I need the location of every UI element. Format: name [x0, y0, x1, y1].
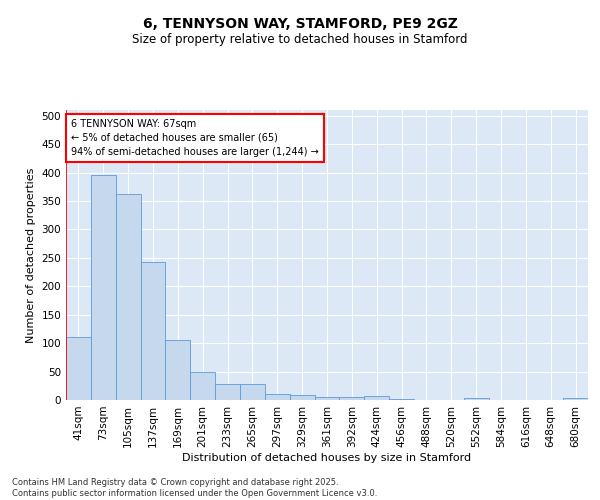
Text: Size of property relative to detached houses in Stamford: Size of property relative to detached ho… [132, 32, 468, 46]
Bar [166, 340, 190, 400]
Bar [91, 176, 116, 400]
Bar [116, 194, 140, 400]
Bar [215, 384, 240, 400]
Bar [464, 398, 488, 400]
Text: Contains HM Land Registry data © Crown copyright and database right 2025.
Contai: Contains HM Land Registry data © Crown c… [12, 478, 377, 498]
Bar [290, 396, 314, 400]
Bar [265, 394, 290, 400]
Text: 6 TENNYSON WAY: 67sqm
← 5% of detached houses are smaller (65)
94% of semi-detac: 6 TENNYSON WAY: 67sqm ← 5% of detached h… [71, 118, 319, 156]
Bar [190, 372, 215, 400]
Bar [340, 396, 364, 400]
Text: 6, TENNYSON WAY, STAMFORD, PE9 2GZ: 6, TENNYSON WAY, STAMFORD, PE9 2GZ [143, 18, 457, 32]
Bar [563, 398, 588, 400]
Bar [364, 396, 389, 400]
Bar [240, 384, 265, 400]
Bar [314, 396, 340, 400]
Bar [66, 338, 91, 400]
Y-axis label: Number of detached properties: Number of detached properties [26, 168, 36, 342]
X-axis label: Distribution of detached houses by size in Stamford: Distribution of detached houses by size … [182, 452, 472, 462]
Bar [140, 262, 166, 400]
